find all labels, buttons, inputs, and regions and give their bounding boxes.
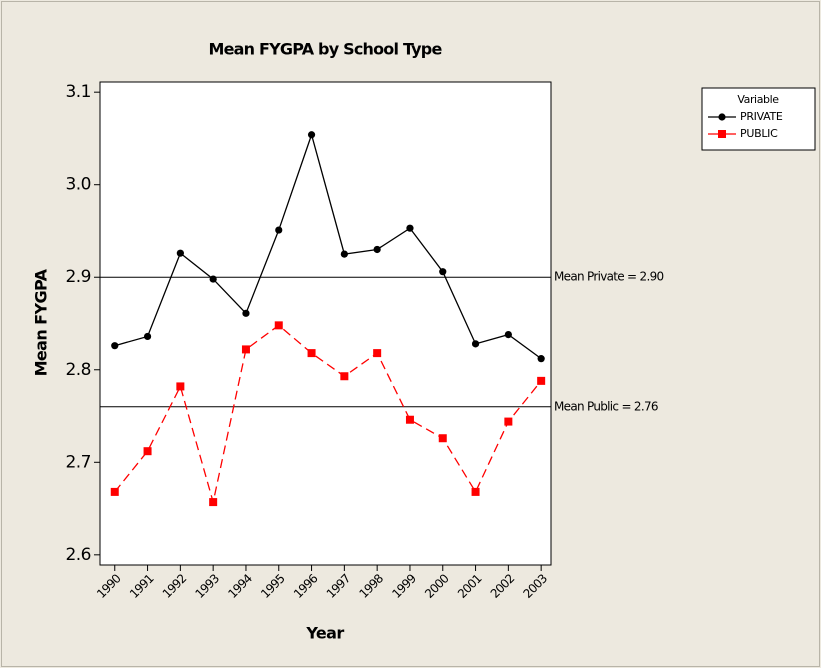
marker [340,372,349,381]
marker [504,331,512,339]
series-line [114,324,542,503]
marker [537,355,545,363]
marker [373,245,381,254]
chart-title: Mean FYGPA by School Type [208,40,442,59]
marker [471,340,480,348]
marker [537,376,546,385]
y-tick-label: 3.0 [65,175,91,195]
y-axis-title: Mean FYGPA [32,268,51,376]
marker [504,417,513,426]
marker [275,226,283,234]
y-tick-label: 2.9 [65,267,91,287]
marker [209,275,217,283]
marker [274,321,283,330]
legend-label: PRIVATE [740,110,783,123]
marker [176,382,185,391]
marker [307,349,316,358]
marker [340,250,348,258]
marker [406,224,414,232]
marker [405,415,414,424]
plot-area [99,81,552,566]
marker [176,249,184,257]
marker [143,332,152,341]
legend-marker [718,113,726,121]
x-axis-title: Year [305,624,344,643]
marker [242,309,250,317]
legend-marker [718,130,726,138]
reference-label: Mean Private = 2.90 [554,270,664,284]
marker [241,345,250,354]
marker [307,131,316,139]
marker [143,447,152,456]
reference-label: Mean Public = 2.76 [554,399,658,413]
y-tick-label: 3.1 [65,82,91,102]
y-tick-label: 2.6 [65,545,91,565]
marker [438,434,447,443]
marker [209,498,218,507]
marker [111,342,119,350]
marker [373,349,382,358]
y-tick-label: 2.7 [65,452,91,472]
y-tick-label: 2.8 [65,360,91,380]
marker [110,487,119,496]
legend-label: PUBLIC [740,127,778,140]
legend-title: Variable [737,93,779,106]
marker [471,487,480,496]
marker [439,268,447,276]
series-line [114,132,542,360]
